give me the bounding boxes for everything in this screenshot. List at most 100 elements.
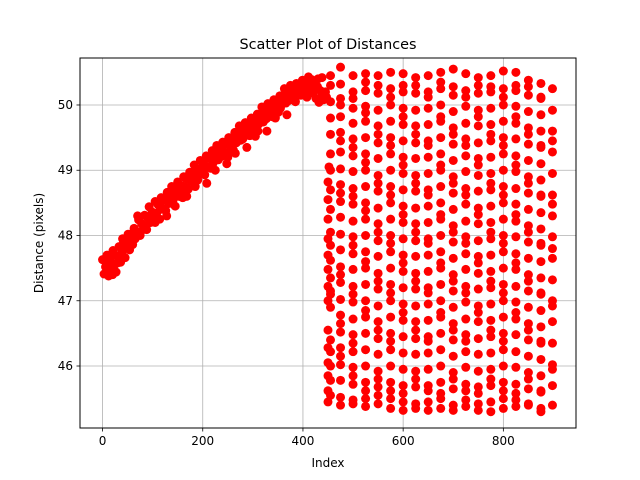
scatter-point [386, 116, 396, 126]
scatter-point [348, 87, 358, 97]
scatter-point [423, 386, 433, 396]
scatter-point [511, 388, 521, 398]
scatter-point [423, 315, 433, 325]
scatter-point [398, 388, 408, 398]
scatter-point [336, 327, 346, 337]
scatter-point [511, 362, 521, 372]
scatter-point [473, 219, 483, 229]
scatter-point [461, 395, 471, 405]
scatter-point [386, 190, 396, 200]
scatter-point [423, 288, 433, 298]
scatter-point [461, 249, 471, 259]
scatter-point [436, 231, 446, 240]
scatter-point [348, 249, 358, 259]
scatter-point [498, 312, 508, 322]
scatter-point [536, 354, 546, 364]
scatter-point [473, 301, 483, 311]
scatter-point [398, 283, 408, 293]
scatter-point [523, 276, 533, 286]
scatter-point [336, 212, 346, 222]
scatter-point [461, 190, 471, 200]
scatter-point [361, 182, 371, 192]
scatter-point [448, 325, 458, 335]
scatter-point [423, 169, 433, 178]
scatter-point [326, 273, 336, 283]
x-tick-label: 800 [492, 434, 515, 448]
scatter-point [411, 105, 421, 115]
scatter-point [102, 258, 112, 268]
scatter-point [498, 263, 508, 273]
scatter-point [448, 227, 458, 237]
scatter-point [498, 100, 508, 110]
scatter-point [326, 149, 336, 159]
scatter-point [536, 386, 546, 396]
scatter-point [436, 345, 446, 355]
scatter-point [486, 71, 496, 81]
plot-frame [79, 57, 577, 429]
scatter-point [348, 297, 358, 307]
scatter-point [348, 216, 358, 226]
scatter-point [348, 362, 358, 372]
scatter-point [511, 167, 521, 177]
scatter-point [260, 112, 270, 122]
scatter-point [373, 268, 383, 278]
scatter-point [511, 281, 521, 291]
scatter-point [326, 361, 336, 371]
scatter-point [473, 317, 483, 327]
scatter-point [386, 296, 396, 306]
scatter-point [498, 386, 508, 396]
scatter-point [486, 276, 496, 286]
scatter-point [461, 288, 471, 298]
scatter-point [547, 275, 557, 285]
scatter-point [373, 374, 383, 384]
scatter-point [436, 112, 446, 122]
scatter-point [336, 294, 346, 304]
scatter-point [498, 394, 508, 404]
scatter-point [498, 84, 508, 94]
scatter-point [348, 338, 358, 348]
scatter-point [336, 136, 346, 146]
scatter-point [461, 314, 471, 324]
scatter-point [386, 238, 396, 248]
scatter-point [348, 151, 358, 161]
scatter-point [536, 336, 546, 346]
scatter-point [411, 334, 421, 344]
scatter-point [326, 255, 336, 265]
scatter-point [498, 403, 508, 413]
scatter-point [373, 129, 383, 139]
scatter-point [473, 210, 483, 220]
scatter-point [155, 204, 165, 214]
scatter-point [448, 123, 458, 133]
y-tick-label: 49 [58, 163, 73, 177]
scatter-point [361, 206, 371, 216]
scatter-point [511, 395, 521, 405]
scatter-point [398, 299, 408, 309]
scatter-point [436, 160, 446, 170]
scatter-point [498, 133, 508, 143]
scatter-point [473, 73, 483, 83]
scatter-point [411, 325, 421, 335]
axis-ticks: 0 200 400 600 800 46 47 48 49 50 [58, 98, 515, 448]
scatter-point [511, 308, 521, 317]
scatter-point [423, 71, 433, 81]
scatter-point [398, 308, 408, 317]
scatter-point [473, 186, 483, 196]
scatter-point [361, 386, 371, 396]
scatter-point [320, 87, 330, 97]
scatter-point [326, 347, 336, 357]
scatter-point [302, 92, 312, 102]
scatter-point [498, 247, 508, 257]
scatter-point [326, 185, 336, 195]
scatter-point [348, 167, 358, 177]
chart-title: Scatter Plot of Distances [239, 37, 416, 53]
scatter-point [523, 221, 533, 231]
scatter-point [498, 198, 508, 208]
scatter-point [536, 175, 546, 185]
scatter-point [448, 270, 458, 280]
scatter-point [326, 97, 336, 107]
scatter-point [436, 210, 446, 220]
scatter-point [498, 328, 508, 338]
scatter-point [486, 152, 496, 162]
scatter-point [348, 399, 358, 409]
scatter-point [498, 165, 508, 175]
